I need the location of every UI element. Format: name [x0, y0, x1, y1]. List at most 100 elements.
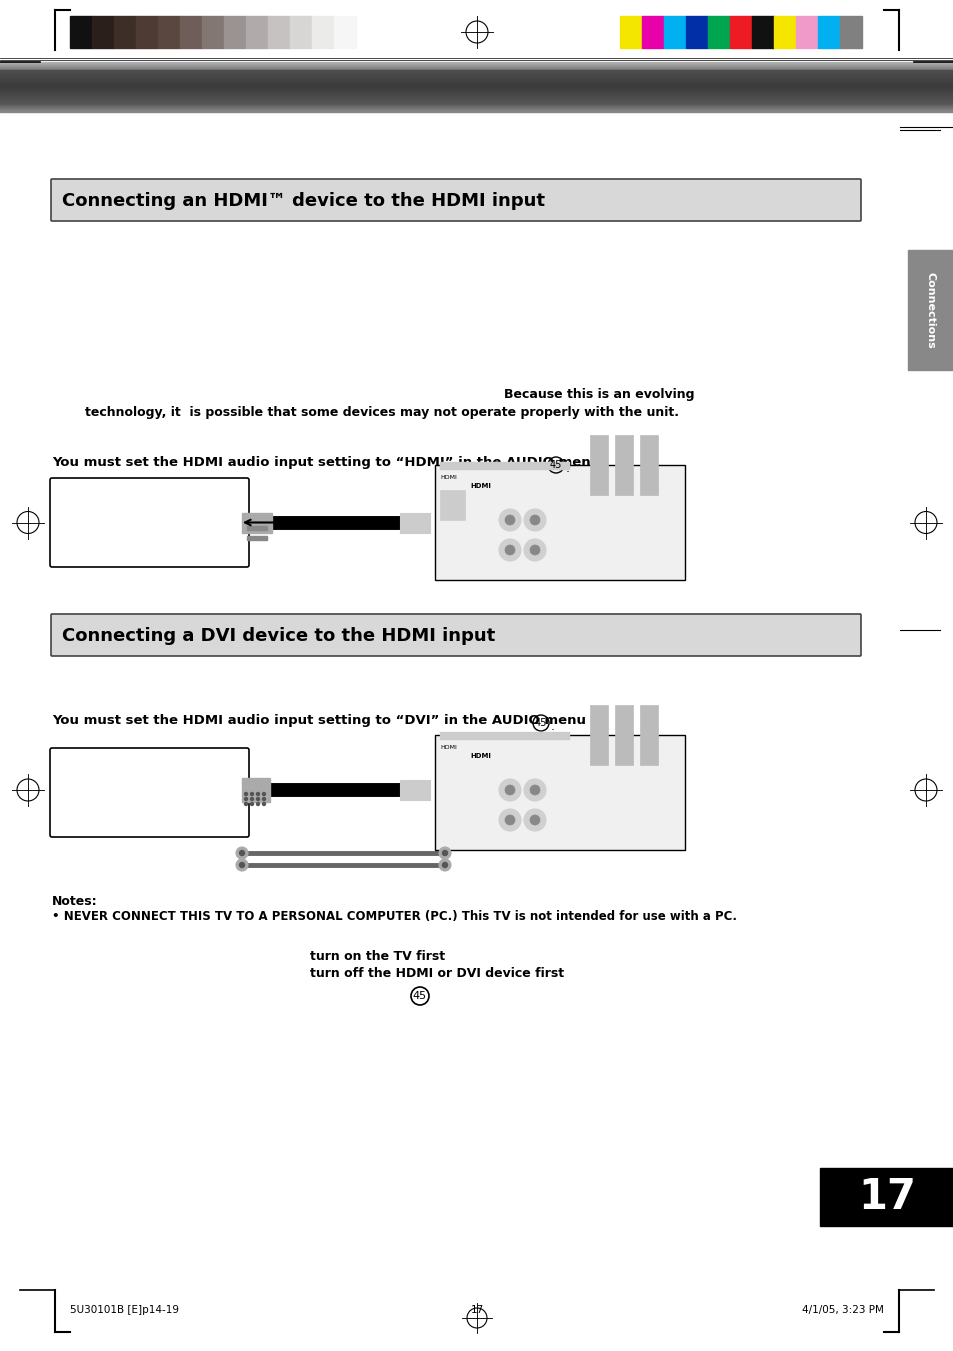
Text: Connecting a DVI device to the HDMI input: Connecting a DVI device to the HDMI inpu… [62, 627, 495, 644]
Text: You must set the HDMI audio input setting to “DVI” in the AUDIO menu: You must set the HDMI audio input settin… [52, 713, 585, 727]
Bar [0, 0, 953, 62]
Bar [589, 705, 607, 765]
Circle shape [442, 851, 447, 855]
Bar [639, 435, 658, 494]
Text: 17: 17 [470, 1305, 483, 1315]
Text: turn off the HDMI or DVI device first: turn off the HDMI or DVI device first [310, 967, 563, 979]
Circle shape [239, 851, 244, 855]
Bar [619, 16, 641, 49]
Circle shape [251, 802, 253, 805]
Bar [312, 16, 334, 49]
Circle shape [523, 780, 545, 801]
Bar [246, 16, 268, 49]
Bar [180, 16, 202, 49]
FancyBboxPatch shape [51, 613, 861, 657]
Bar [439, 490, 464, 520]
Bar [615, 435, 633, 494]
Bar [795, 16, 817, 49]
Text: Notes:: Notes: [52, 894, 97, 908]
Circle shape [244, 802, 247, 805]
Text: 45: 45 [413, 992, 427, 1001]
Bar [751, 16, 773, 49]
Text: Because this is an evolving: Because this is an evolving [504, 388, 695, 401]
Bar [729, 16, 751, 49]
FancyBboxPatch shape [51, 178, 861, 222]
Text: .: . [565, 462, 569, 476]
Bar [439, 732, 569, 740]
FancyBboxPatch shape [50, 748, 249, 838]
Circle shape [504, 785, 515, 794]
Circle shape [251, 793, 253, 796]
Bar [589, 435, 607, 494]
Bar [136, 16, 158, 49]
Circle shape [504, 815, 515, 825]
Text: 45: 45 [549, 459, 561, 470]
FancyBboxPatch shape [50, 478, 249, 567]
Bar [773, 16, 795, 49]
Circle shape [262, 793, 265, 796]
Text: HDMI: HDMI [470, 484, 491, 489]
Bar [707, 16, 729, 49]
Circle shape [256, 793, 259, 796]
Circle shape [239, 862, 244, 867]
Bar [113, 16, 136, 49]
Circle shape [530, 544, 539, 555]
Circle shape [262, 802, 265, 805]
Text: 45: 45 [535, 717, 547, 728]
Circle shape [256, 802, 259, 805]
Bar [247, 535, 267, 539]
Circle shape [244, 797, 247, 801]
Circle shape [504, 515, 515, 526]
Bar [242, 778, 270, 802]
Bar [268, 16, 290, 49]
Bar [685, 16, 707, 49]
Bar [439, 462, 569, 470]
Bar [615, 705, 633, 765]
Circle shape [262, 797, 265, 801]
Bar [91, 16, 113, 49]
Bar [334, 16, 355, 49]
Circle shape [256, 797, 259, 801]
Bar [202, 16, 224, 49]
Circle shape [498, 780, 520, 801]
Circle shape [235, 859, 248, 871]
Circle shape [442, 862, 447, 867]
Text: 4/1/05, 3:23 PM: 4/1/05, 3:23 PM [801, 1305, 883, 1315]
Circle shape [244, 793, 247, 796]
Bar [70, 16, 91, 49]
Text: HDMI: HDMI [439, 744, 456, 750]
Bar [907, 250, 953, 370]
Text: 5U30101B [E]p14-19: 5U30101B [E]p14-19 [70, 1305, 179, 1315]
Bar [247, 526, 267, 530]
Bar [663, 16, 685, 49]
Bar [820, 1169, 953, 1225]
Circle shape [438, 859, 451, 871]
Bar [242, 512, 272, 532]
Text: You must set the HDMI audio input setting to “HDMI” in the AUDIO menu: You must set the HDMI audio input settin… [52, 457, 599, 469]
Bar [290, 16, 312, 49]
Bar [158, 16, 180, 49]
Text: • NEVER CONNECT THIS TV TO A PERSONAL COMPUTER (PC.) This TV is not intended for: • NEVER CONNECT THIS TV TO A PERSONAL CO… [52, 911, 737, 923]
Bar [641, 16, 663, 49]
Bar [435, 735, 684, 850]
Bar [399, 780, 430, 800]
Text: turn on the TV first: turn on the TV first [310, 950, 445, 963]
Bar [435, 465, 684, 580]
Circle shape [530, 815, 539, 825]
Circle shape [498, 809, 520, 831]
Text: HDMI: HDMI [470, 753, 491, 759]
Circle shape [530, 785, 539, 794]
Circle shape [523, 809, 545, 831]
Bar [399, 512, 430, 532]
Text: .: . [551, 720, 555, 734]
Bar [639, 705, 658, 765]
Circle shape [438, 847, 451, 859]
Text: technology, it  is possible that some devices may not operate properly with the : technology, it is possible that some dev… [85, 407, 679, 419]
Circle shape [498, 539, 520, 561]
Circle shape [523, 539, 545, 561]
Bar [224, 16, 246, 49]
Bar [840, 16, 862, 49]
Circle shape [235, 847, 248, 859]
Circle shape [523, 509, 545, 531]
Text: Connections: Connections [925, 272, 935, 349]
